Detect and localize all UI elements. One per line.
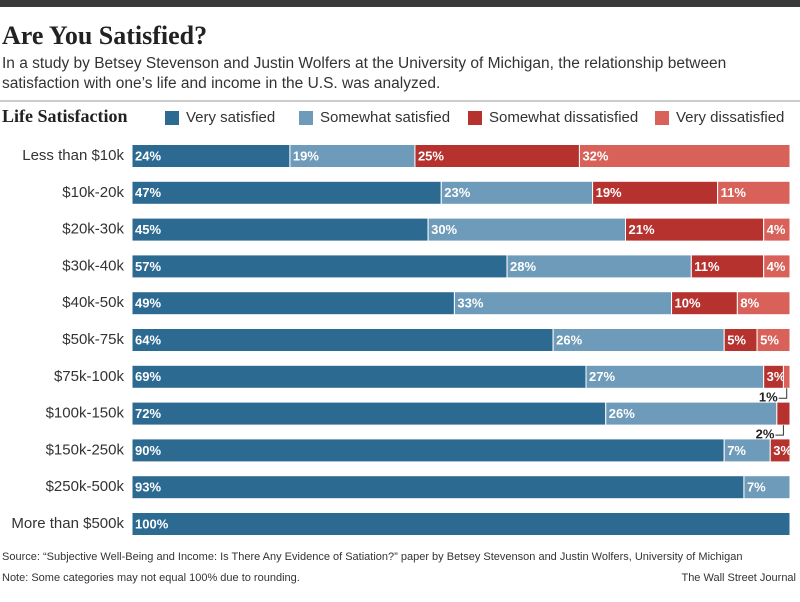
y-tick-label: $10k-20k: [62, 184, 124, 201]
y-tick-label: $75k-100k: [54, 368, 125, 385]
value-label: 19%: [293, 148, 319, 163]
y-tick-label: Less than $10k: [22, 147, 124, 164]
value-label: 33%: [457, 296, 483, 311]
bar-segment: [131, 401, 607, 426]
value-label: 45%: [135, 222, 161, 237]
y-tick-label: $50k-75k: [62, 331, 124, 348]
value-label: 27%: [589, 369, 615, 384]
value-label: 26%: [609, 406, 635, 421]
value-label: 90%: [135, 443, 161, 458]
note: Note: Some categories may not equal 100%…: [2, 572, 300, 584]
y-tick-label: $100k-150k: [46, 405, 125, 422]
value-label: 24%: [135, 148, 161, 163]
bar-segment: [131, 364, 587, 389]
value-label: 93%: [135, 480, 161, 495]
value-label: 7%: [747, 480, 766, 495]
legend-swatch: [468, 111, 482, 125]
bar-segment: [131, 475, 745, 500]
value-label: 23%: [444, 185, 470, 200]
value-label: 4%: [767, 259, 786, 274]
subtitle: satisfaction with one’s life and income …: [2, 75, 440, 92]
legend-label: Very satisfied: [186, 109, 275, 126]
value-label: 69%: [135, 369, 161, 384]
bar-segment: [131, 438, 725, 463]
bar-segment: [131, 217, 429, 242]
subtitle: In a study by Betsey Stevenson and Justi…: [2, 55, 726, 72]
y-tick-label: $40k-50k: [62, 294, 124, 311]
value-label: 25%: [418, 148, 444, 163]
value-label: 57%: [135, 259, 161, 274]
bar-segment: [717, 180, 791, 205]
value-label: 28%: [510, 259, 536, 274]
value-label: 5%: [760, 332, 779, 347]
value-label: 21%: [629, 222, 655, 237]
value-label: 7%: [727, 443, 746, 458]
y-tick-label: More than $500k: [11, 515, 124, 532]
y-tick-label: $30k-40k: [62, 257, 124, 274]
value-label: 3%: [767, 369, 786, 384]
legend-label: Very dissatisfied: [676, 109, 784, 126]
bar-segment: [782, 364, 791, 389]
bar-segment: [743, 475, 791, 500]
legend-label: Somewhat dissatisfied: [489, 109, 638, 126]
value-label: 49%: [135, 296, 161, 311]
value-label: 30%: [431, 222, 457, 237]
value-label: 72%: [135, 406, 161, 421]
bar-segment: [131, 328, 554, 352]
y-tick-label: $250k-500k: [46, 478, 125, 495]
legend-label: Somewhat satisfied: [320, 109, 450, 126]
value-label: 5%: [727, 332, 746, 347]
bar-segment: [769, 438, 791, 463]
y-tick-label: $150k-250k: [46, 441, 125, 458]
value-label: 26%: [556, 332, 582, 347]
bar-segment: [756, 328, 791, 352]
value-label: 64%: [135, 332, 161, 347]
value-label: 8%: [740, 296, 759, 311]
legend-swatch: [299, 111, 313, 125]
legend-swatch: [165, 111, 179, 125]
bar-segment: [131, 180, 442, 205]
value-label: 11%: [694, 259, 720, 274]
value-label: 19%: [596, 185, 622, 200]
value-label: 3%: [773, 443, 792, 458]
top-rule: [0, 0, 800, 7]
bar-segment: [736, 291, 791, 316]
source: Source: “Subjective Well-Being and Incom…: [2, 551, 742, 563]
value-label: 32%: [582, 148, 608, 163]
bar-segment: [763, 217, 791, 242]
bar-segment: [131, 291, 455, 316]
value-label: 47%: [135, 185, 161, 200]
legend-title: Life Satisfaction: [2, 106, 128, 126]
y-tick-label: $20k-30k: [62, 221, 124, 238]
value-label: 1%: [759, 390, 778, 405]
bar-segment: [131, 512, 791, 536]
bar-segment: [131, 254, 508, 279]
chart-title: Are You Satisfied?: [2, 21, 207, 50]
legend-swatch: [655, 111, 669, 125]
bar-segment: [427, 217, 626, 242]
bar-segment: [776, 401, 791, 426]
bar-segment: [453, 291, 673, 316]
callout-line: [775, 425, 784, 436]
value-label: 10%: [675, 296, 701, 311]
value-label: 2%: [756, 427, 775, 442]
bar-segment: [763, 254, 791, 279]
value-label: 11%: [721, 185, 747, 200]
value-label: 4%: [767, 222, 786, 237]
callout-line: [778, 388, 788, 399]
credit: The Wall Street Journal: [681, 572, 796, 584]
bar-segment: [578, 144, 791, 168]
value-label: 100%: [135, 516, 169, 531]
